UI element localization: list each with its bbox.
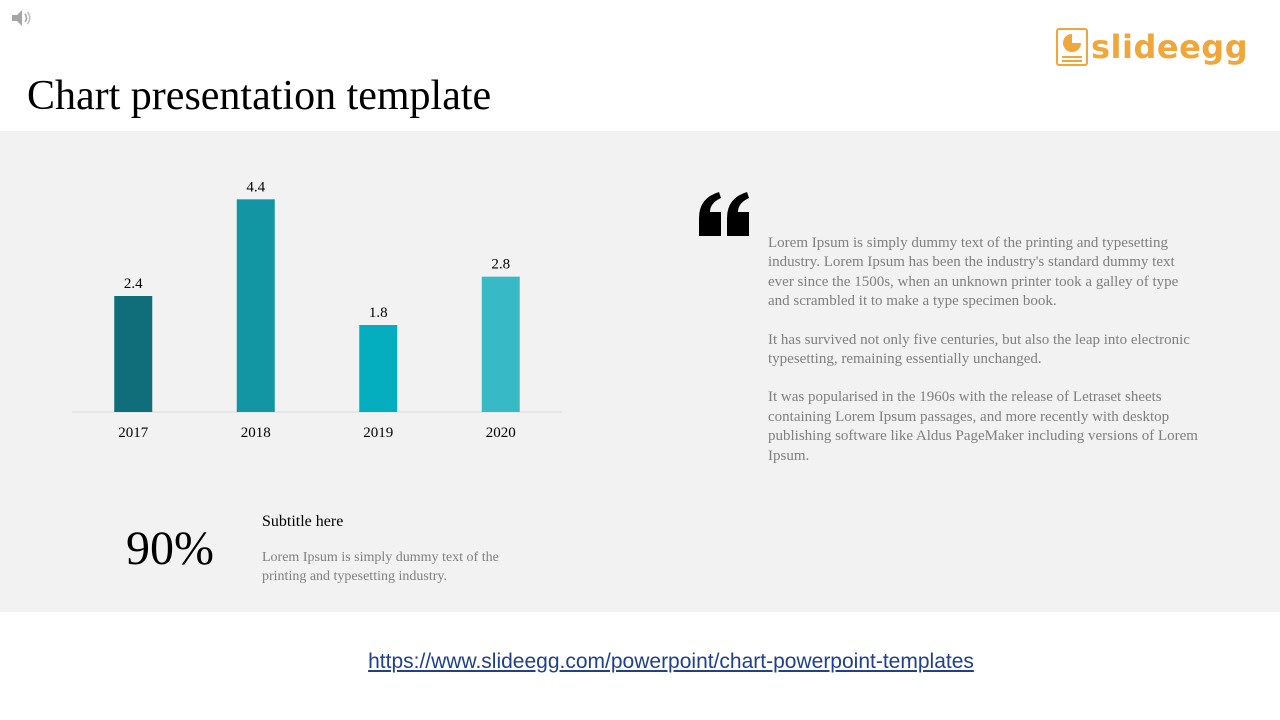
bar-chart: 2.4 2017 4.4 2018 1.8 2019 2.8 2020	[72, 179, 562, 441]
data-label-2019: 1.8	[369, 305, 388, 321]
bar-2020	[481, 276, 520, 412]
bar-2019	[359, 325, 398, 412]
x-tick-label-2020: 2020	[486, 425, 516, 441]
quote-text: Lorem Ipsum is simply dummy text of the …	[768, 234, 1198, 485]
quote-paragraph-1: Lorem Ipsum is simply dummy text of the …	[768, 235, 1179, 310]
stat-value: 90%	[126, 522, 214, 575]
quote-icon	[699, 192, 749, 236]
x-tick-label-2017: 2017	[118, 425, 149, 441]
data-label-2017: 2.4	[124, 276, 143, 292]
stat-subtitle: Subtitle here	[262, 513, 344, 530]
content-panel	[0, 131, 1280, 612]
bar-2018	[236, 199, 275, 412]
slide-title: Chart presentation template	[27, 73, 492, 119]
data-label-2018: 4.4	[246, 179, 265, 195]
x-tick-label-2019: 2019	[363, 425, 393, 441]
slideegg-logo: slideegg	[1056, 28, 1248, 66]
stat-description: Lorem Ipsum is simply dummy text of the …	[262, 550, 499, 584]
quote-paragraph-2: It has survived not only five centuries,…	[768, 331, 1190, 368]
quote-paragraph-3: It was popularised in the 1960s with the…	[768, 389, 1198, 464]
bar-2017	[114, 296, 153, 412]
speaker-icon[interactable]	[10, 8, 34, 28]
logo-text: slideegg	[1091, 28, 1249, 66]
logo-icon	[1056, 28, 1088, 66]
data-label-2020: 2.8	[491, 257, 510, 273]
footer-link[interactable]: https://www.slideegg.com/powerpoint/char…	[368, 650, 974, 673]
x-tick-label-2018: 2018	[241, 425, 271, 441]
